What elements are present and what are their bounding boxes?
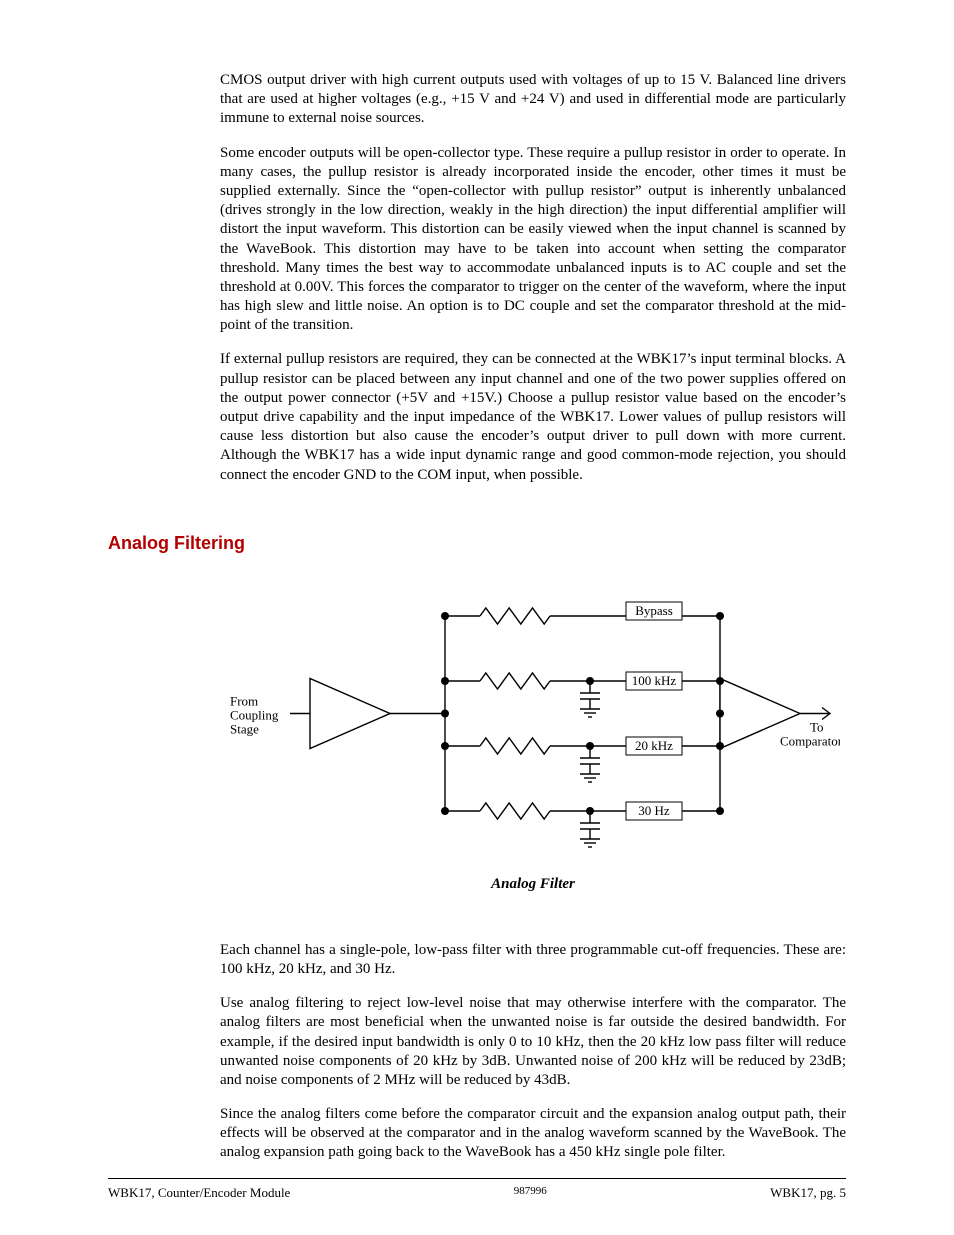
analog-filter-diagram: FromCouplingStage ToComparator Bypass 100 k… (220, 566, 840, 866)
paragraph-1: CMOS output driver with high current out… (220, 71, 846, 129)
paragraph-3: If external pullup resistors are require… (220, 350, 846, 484)
svg-text:To: To (810, 719, 824, 734)
svg-text:30 Hz: 30 Hz (638, 803, 670, 818)
svg-text:Comparator: Comparator (780, 733, 840, 748)
paragraph-5: Use analog filtering to reject low-level… (220, 994, 846, 1090)
page-footer: WBK17, Counter/Encoder Module 987996 WBK… (108, 1185, 846, 1201)
footer-rule (108, 1178, 846, 1179)
footer-right: WBK17, pg. 5 (770, 1185, 846, 1201)
svg-text:From: From (230, 693, 258, 708)
figure-caption: Analog Filter (220, 876, 846, 893)
section-heading-analog-filtering: Analog Filtering (108, 533, 846, 554)
svg-text:20 kHz: 20 kHz (635, 738, 673, 753)
figure-analog-filter: FromCouplingStage ToComparator Bypass 100 k… (220, 566, 846, 866)
svg-text:Stage: Stage (230, 721, 259, 736)
svg-text:100 kHz: 100 kHz (632, 673, 677, 688)
footer-left: WBK17, Counter/Encoder Module (108, 1185, 290, 1201)
svg-text:Bypass: Bypass (635, 603, 673, 618)
footer-center: 987996 (514, 1185, 547, 1201)
paragraph-4: Each channel has a single-pole, low-pass… (220, 941, 846, 979)
paragraph-6: Since the analog filters come before the… (220, 1105, 846, 1163)
svg-text:Coupling: Coupling (230, 707, 279, 722)
paragraph-2: Some encoder outputs will be open-collec… (220, 144, 846, 336)
